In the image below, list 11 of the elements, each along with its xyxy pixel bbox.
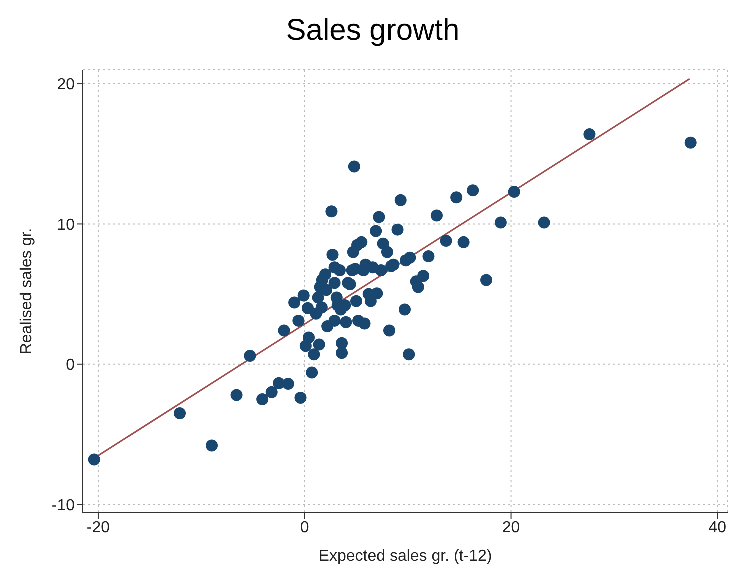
x-axis-title: Expected sales gr. (t-12)	[318, 548, 492, 565]
y-tick-label: 0	[66, 357, 76, 374]
x-tick-label: 20	[502, 519, 520, 536]
y-tick-label: 10	[57, 216, 76, 234]
y-tick-label: 20	[57, 76, 76, 94]
chart-title: Sales growth	[285, 13, 461, 49]
y-axis-title: Realised sales gr.	[18, 228, 36, 355]
y-tick-label: -10	[52, 497, 76, 514]
x-tick-label: 0	[300, 519, 310, 536]
x-tick-label: 40	[708, 519, 727, 536]
x-tick-label: -20	[86, 519, 110, 536]
